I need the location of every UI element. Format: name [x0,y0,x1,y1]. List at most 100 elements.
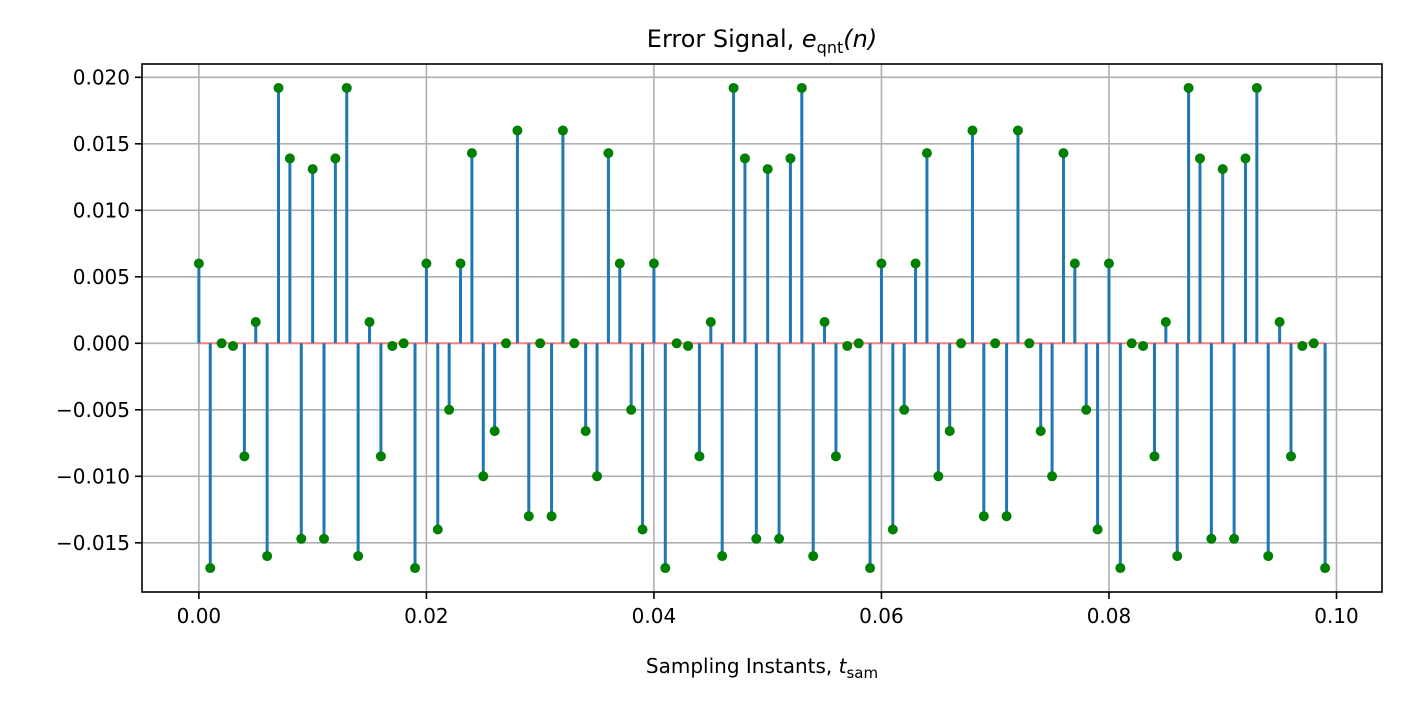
stem-lines [197,87,1327,569]
stem-marker [603,148,614,159]
stem-marker [876,258,887,269]
stem-marker [1308,338,1319,349]
stem-marker [1058,148,1069,159]
stem-marker [660,563,671,574]
stem-marker [284,153,295,164]
stem-marker [580,426,591,437]
stem-marker [228,340,239,351]
stem-marker [933,471,944,482]
stem-marker [319,533,330,544]
stem-marker [1263,551,1274,562]
stem-marker [1229,533,1240,544]
stem-marker [387,340,398,351]
stem-marker [1115,563,1126,574]
chart-title-math-sub: qnt [817,38,844,57]
stem-marker [774,533,785,544]
stem-marker [637,524,648,535]
stem-marker [250,317,261,328]
stem-marker [1285,451,1296,462]
stem-marker [1069,258,1080,269]
stem-marker [626,404,637,415]
stem-marker [990,338,1001,349]
stem-marker [296,533,307,544]
stem-marker [193,258,204,269]
stem-marker [466,148,477,159]
stem-marker [410,563,421,574]
stem-marker [978,511,989,522]
stem-marker [455,258,466,269]
chart-title-text: Error Signal, [647,25,802,53]
stem-marker [785,153,796,164]
stem-marker [1138,340,1149,351]
y-tick-label: −0.010 [56,464,130,488]
y-tick-label: 0.000 [73,331,130,355]
stem-marker [1012,125,1023,136]
x-tick-label: 0.06 [859,604,904,628]
stem-marker [694,451,705,462]
stem-marker [728,82,739,93]
x-tick-label: 0.10 [1314,604,1359,628]
stem-marker [865,563,876,574]
y-tick-label: −0.005 [56,398,130,422]
stem-marker [648,258,659,269]
stem-markers [193,82,1331,574]
stem-marker [592,471,603,482]
stem-marker [1149,451,1160,462]
stem-marker [1172,551,1183,562]
y-tick-label: 0.005 [73,265,130,289]
stem-marker [1092,524,1103,535]
chart-title-math: e [802,25,817,53]
stem-marker [796,82,807,93]
stem-marker [273,82,284,93]
stem-marker [523,511,534,522]
x-tick-label: 0.08 [1087,604,1132,628]
stem-marker [1240,153,1251,164]
chart-title: Error Signal, eqnt(n) [647,25,877,57]
plot-frame [141,63,1383,593]
x-axis-label-math-sub: sam [846,664,878,682]
stem-marker [1081,404,1092,415]
stem-marker [683,340,694,351]
stem-marker [1274,317,1285,328]
stem-marker [1320,563,1331,574]
x-axis-ticks: 0.00 0.02 0.04 0.06 0.08 0.10 [177,592,1359,628]
stem-marker [262,551,273,562]
stem-marker [501,338,512,349]
stem-marker [444,404,455,415]
y-tick-label: −0.015 [56,531,130,555]
x-tick-label: 0.04 [632,604,677,628]
stem-marker [1194,153,1205,164]
stem-marker [1035,426,1046,437]
y-tick-label: 0.010 [73,198,130,222]
stem-marker [1160,317,1171,328]
stem-marker [1103,258,1114,269]
x-axis-label-math: t [839,654,848,678]
stem-marker [762,164,773,175]
stem-marker [910,258,921,269]
stem-marker [830,451,841,462]
stem-marker [478,471,489,482]
stem-marker [1206,533,1217,544]
stem-marker [1183,82,1194,93]
x-axis-label: Sampling Instants, tsam [646,654,878,682]
stem-marker [375,451,386,462]
stem-marker [1024,338,1035,349]
chart-title-math-tail: (n) [843,25,877,53]
stem-marker [751,533,762,544]
stem-marker [1297,340,1308,351]
stem-marker [546,511,557,522]
stem-marker [421,258,432,269]
stem-marker [614,258,625,269]
stem-marker [512,125,523,136]
stem-marker [1126,338,1137,349]
stem-marker [808,551,819,562]
stem-marker [717,551,728,562]
stem-marker [967,125,978,136]
stem-marker [364,317,375,328]
stem-marker [1047,471,1058,482]
stem-marker [489,426,500,437]
stem-marker [330,153,341,164]
x-tick-label: 0.00 [177,604,222,628]
stem-marker [535,338,546,349]
